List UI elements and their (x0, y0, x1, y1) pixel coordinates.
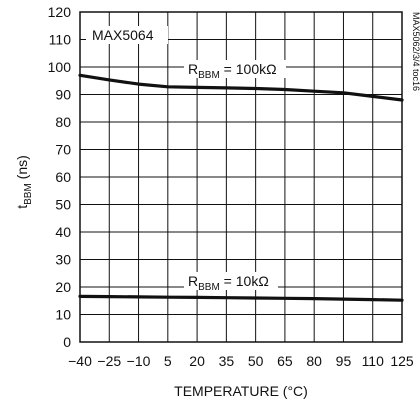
x-tick-label: −25 (97, 353, 121, 369)
y-tick-label: 10 (55, 307, 71, 323)
x-tick-label: 110 (362, 353, 385, 369)
y-tick-label: 0 (63, 334, 71, 350)
series-label-2: RBBM = 10kΩ (188, 273, 269, 293)
series-line-2 (78, 294, 404, 302)
y-tick-label: 30 (55, 252, 71, 268)
y-tick-label: 80 (55, 114, 71, 130)
y-tick-labels: 0 10 20 30 40 50 60 70 80 90 100 110 120 (48, 4, 72, 350)
x-tick-label: 5 (164, 353, 172, 369)
x-tick-label: 65 (277, 353, 293, 369)
y-tick-label: 20 (55, 279, 71, 295)
y-tick-label: 60 (55, 169, 71, 185)
x-tick-label: 95 (336, 353, 352, 369)
x-tick-label: 50 (248, 353, 264, 369)
x-tick-label: 20 (189, 353, 205, 369)
y-tick-label: 50 (55, 197, 71, 213)
x-tick-label: 35 (219, 353, 235, 369)
x-tick-label: 125 (390, 353, 414, 369)
series-label-1: RBBM = 100kΩ (188, 61, 277, 81)
series-line-1 (78, 73, 404, 102)
y-tick-label: 40 (55, 224, 71, 240)
x-axis-title: TEMPERATURE (°C) (174, 383, 308, 399)
x-tick-label: 80 (306, 353, 322, 369)
y-tick-label: 70 (55, 142, 71, 158)
y-tick-label: 100 (48, 59, 72, 75)
series-label-1-bg (184, 60, 286, 78)
y-tick-label: 120 (48, 4, 72, 20)
x-tick-labels: −40 −25 −10 5 20 35 50 65 80 95 110 125 (68, 353, 414, 369)
plot-frame (79, 11, 403, 343)
series-label-2-bg (184, 272, 278, 290)
y-axis-title: tBBM (ns) (14, 155, 34, 209)
series-group (78, 73, 404, 302)
y-tick-label: 90 (55, 87, 71, 103)
x-tick-label: −40 (68, 353, 92, 369)
x-tick-label: −10 (127, 353, 151, 369)
device-label: MAX5064 (92, 27, 154, 43)
y-tick-label: 110 (49, 32, 72, 48)
device-label-bg (86, 26, 168, 44)
side-label: MAX5062/3/4 toc16 (411, 12, 420, 91)
